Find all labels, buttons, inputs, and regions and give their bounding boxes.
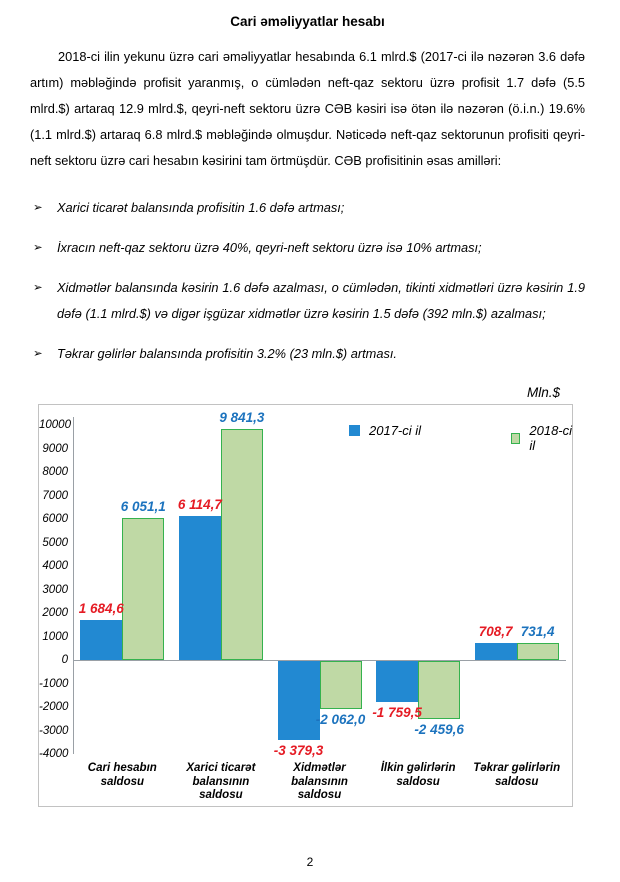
list-item-text: Xidmətlər balansında kəsirin 1.6 dəfə az…: [57, 280, 585, 321]
list-item-text: İxracın neft-qaz sektoru üzrə 40%, qeyri…: [57, 240, 482, 255]
list-item: ➢ Xarici ticarət balansında profisitin 1…: [30, 195, 585, 221]
list-item: ➢ Xidmətlər balansında kəsirin 1.6 dəfə …: [30, 275, 585, 327]
y-axis-tick-label: 7000: [42, 489, 68, 502]
bar-2018-3: [319, 661, 362, 710]
y-axis-tick-label: -1000: [39, 677, 69, 690]
document-content: Cari əməliyyatlar hesabı 2018-ci ilin ye…: [0, 14, 620, 807]
arrow-bullet-icon: ➢: [33, 348, 43, 360]
page-title: Cari əməliyyatlar hesabı: [230, 14, 385, 29]
legend-item-2018: 2018-ci il: [511, 423, 572, 453]
y-axis-tick-label: 3000: [42, 583, 68, 596]
y-axis-tick-label: 2000: [42, 607, 68, 619]
value-label: 731,4: [520, 623, 555, 639]
value-label: -2 459,6: [414, 721, 464, 737]
list-item-text: Təkrar gəlirlər balansında profisitin 3.…: [57, 346, 397, 361]
value-label: -1 759,5: [372, 705, 422, 721]
bullet-list: ➢ Xarici ticarət balansında profisitin 1…: [30, 195, 585, 367]
value-label: 6 051,1: [120, 498, 166, 514]
bar-2017-2: [178, 516, 221, 660]
y-axis-tick-label: 10000: [39, 419, 71, 431]
list-item: ➢ Təkrar gəlirlər balansında profisitin …: [30, 341, 585, 367]
intro-paragraph: 2018-ci ilin yekunu üzrə cari əməliyyatl…: [30, 49, 585, 168]
y-axis-tick-label: -4000: [39, 748, 69, 760]
y-axis-tick-label: 8000: [42, 466, 68, 478]
category-label: Cari hesabın saldosu: [87, 762, 157, 788]
bar-2017-4: [376, 661, 419, 703]
y-axis-tick-label: -3000: [39, 724, 69, 737]
value-label: -2 062,0: [315, 712, 366, 728]
bar-2018-5: [516, 642, 559, 660]
value-label: 1 684,6: [78, 601, 124, 617]
arrow-bullet-icon: ➢: [33, 202, 43, 214]
zero-baseline: [73, 660, 566, 661]
bar-2018-2: [220, 428, 263, 660]
chart-canvas: 2017-ci il 2018-ci il 10000 9000 8000 7000 6…: [38, 404, 573, 807]
y-axis-tick-label: 0: [61, 654, 68, 666]
bar-2017-5: [474, 643, 517, 660]
y-axis-tick-label: 6000: [42, 513, 68, 525]
value-label: 708,7: [478, 624, 513, 640]
y-axis-tick-label: 5000: [42, 536, 68, 549]
legend-item-2017: 2017-ci il: [349, 423, 421, 438]
value-label: 9 841,3: [219, 409, 265, 425]
legend-swatch-2017-icon: [349, 425, 360, 436]
legend-label-2018: 2018-ci il: [529, 423, 573, 453]
list-item: ➢ İxracın neft-qaz sektoru üzrə 40%, qey…: [30, 235, 585, 261]
category-label: Təkrar gəlirlərin saldosu: [473, 762, 561, 788]
y-axis-tick-label: 1000: [42, 630, 68, 643]
y-axis-line: [73, 417, 74, 754]
category-label: Xarici ticarət balansının saldosu: [186, 762, 256, 801]
arrow-bullet-icon: ➢: [33, 242, 43, 254]
category-label: Xidmətlər balansının saldosu: [291, 762, 348, 801]
value-label: 6 114,7: [177, 497, 222, 513]
bar-2017-3: [277, 661, 320, 741]
arrow-bullet-icon: ➢: [33, 282, 43, 294]
value-label: -3 379,3: [273, 743, 324, 759]
bar-2018-1: [122, 517, 165, 660]
chart-unit-label: Mln.$: [526, 385, 560, 400]
legend-swatch-2018-icon: [511, 432, 521, 444]
legend-label-2017: 2017-ci il: [369, 423, 422, 438]
y-axis-tick-label: -2000: [39, 701, 69, 713]
y-axis-tick-label: 4000: [42, 560, 68, 572]
category-label: İlkin gəlirlərin saldosu: [380, 762, 456, 788]
bar-2017-1: [80, 620, 123, 660]
list-item-text: Xarici ticarət balansında profisitin 1.6…: [57, 200, 345, 215]
page-number: 2: [306, 855, 314, 869]
bar-2018-4: [418, 661, 461, 719]
y-axis-tick-label: 9000: [42, 442, 68, 455]
